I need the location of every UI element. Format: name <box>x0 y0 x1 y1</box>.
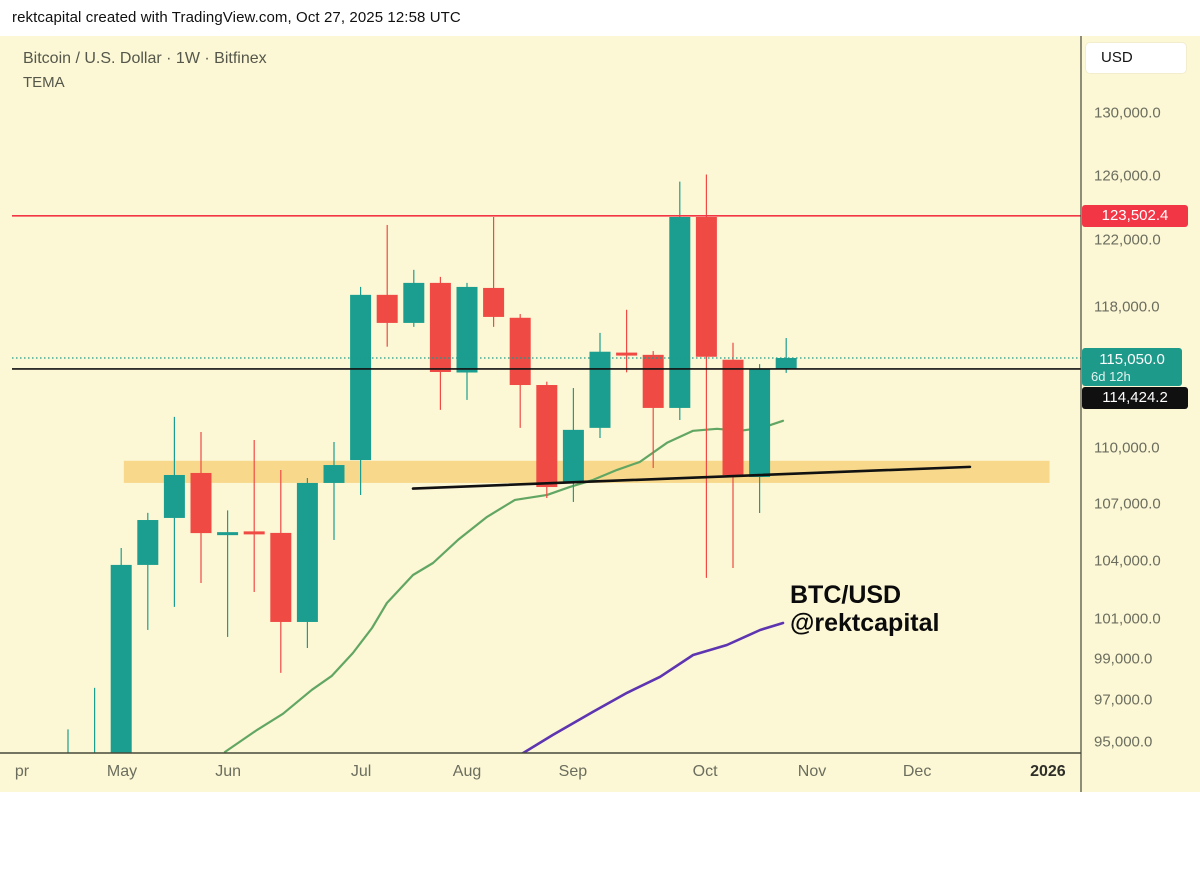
x-axis-label: Oct <box>692 763 718 780</box>
y-axis-label: 118,000.0 <box>1094 298 1160 316</box>
y-axis-label: 122,000.0 <box>1094 231 1161 249</box>
indicator-label[interactable]: TEMA <box>23 74 65 91</box>
x-axis-label: pr <box>14 763 30 780</box>
bar-close-countdown: 6d 12h <box>1091 369 1131 384</box>
y-axis-label: 101,000.0 <box>1094 610 1161 628</box>
candle-body <box>722 359 744 475</box>
x-axis-label: Jul <box>350 763 372 780</box>
candle-body <box>163 474 185 518</box>
candle-body <box>536 385 558 488</box>
candle-body <box>483 287 505 317</box>
currency-toggle-button[interactable]: USD <box>1086 43 1186 73</box>
candle-body <box>58 763 79 784</box>
y-axis-label: 107,000.0 <box>1094 495 1161 512</box>
indicator-price-badge: 114,424.2 <box>1082 387 1188 409</box>
candle-body <box>695 216 717 357</box>
trendline[interactable] <box>411 465 972 490</box>
y-axis-label: 126,000.0 <box>1094 167 1161 185</box>
candle-body <box>110 564 132 753</box>
level-price-badge: 123,502.4 <box>1082 205 1188 227</box>
x-axis-label: Nov <box>797 763 827 780</box>
candle-body <box>429 282 451 372</box>
y-axis-label: 104,000.0 <box>1094 552 1161 569</box>
candle-body <box>562 429 584 483</box>
current-price-value: 115,050.0 <box>1099 351 1165 368</box>
candle-body <box>84 757 105 770</box>
y-axis-label: 97,000.0 <box>1094 691 1153 709</box>
candle-body <box>243 531 265 535</box>
x-axis-label: Sep <box>558 763 588 780</box>
x-axis-label: May <box>106 763 138 780</box>
watermark-handle: @rektcapital <box>790 609 940 637</box>
candle-body <box>217 532 239 536</box>
candle-body <box>749 368 771 478</box>
candle-body <box>137 520 159 565</box>
y-axis-label: 110,000.0 <box>1094 439 1160 457</box>
candle-body <box>323 465 345 483</box>
candle-body <box>403 282 425 323</box>
candle-body <box>296 482 318 622</box>
y-axis-label: 130,000.0 <box>1094 104 1161 122</box>
symbol-title-block: Bitcoin / U.S. Dollar · 1W · Bitfinex TE… <box>23 49 267 92</box>
x-axis-label: 2026 <box>1030 763 1066 780</box>
x-axis-label: Jun <box>215 763 241 780</box>
candle-body <box>642 354 664 408</box>
attribution-text: rektcapital created with TradingView.com… <box>12 9 461 26</box>
candle-body <box>669 216 691 408</box>
candle-body <box>376 294 398 323</box>
plot-area <box>12 174 1081 784</box>
support-band[interactable] <box>123 460 1050 483</box>
candle-body <box>270 532 292 622</box>
ma-line-purple <box>520 621 785 753</box>
current-price-badge: 115,050.0 6d 12h <box>1082 348 1182 386</box>
y-axis-label: 99,000.0 <box>1094 650 1153 668</box>
y-axis-label: 95,000.0 <box>1094 733 1153 751</box>
candle-body <box>456 286 478 373</box>
candle-body <box>190 472 212 534</box>
symbol-title: Bitcoin / U.S. Dollar · 1W · Bitfinex <box>23 50 267 67</box>
candle-body <box>589 351 611 428</box>
candle-body <box>350 294 372 461</box>
candle-body <box>616 352 638 356</box>
watermark-symbol: BTC/USD <box>790 581 902 609</box>
footer-bar: TradingView <box>0 792 1200 869</box>
candle-body <box>509 317 531 386</box>
x-axis-label: Aug <box>452 763 482 780</box>
x-axis-label: Dec <box>902 763 932 780</box>
attribution-bar: rektcapital created with TradingView.com… <box>0 0 1200 36</box>
currency-toggle-label: USD <box>1101 49 1133 66</box>
ma-line-green <box>223 419 785 753</box>
chart-watermark: BTC/USD @rektcapital <box>790 581 939 637</box>
candle-body <box>775 357 797 369</box>
